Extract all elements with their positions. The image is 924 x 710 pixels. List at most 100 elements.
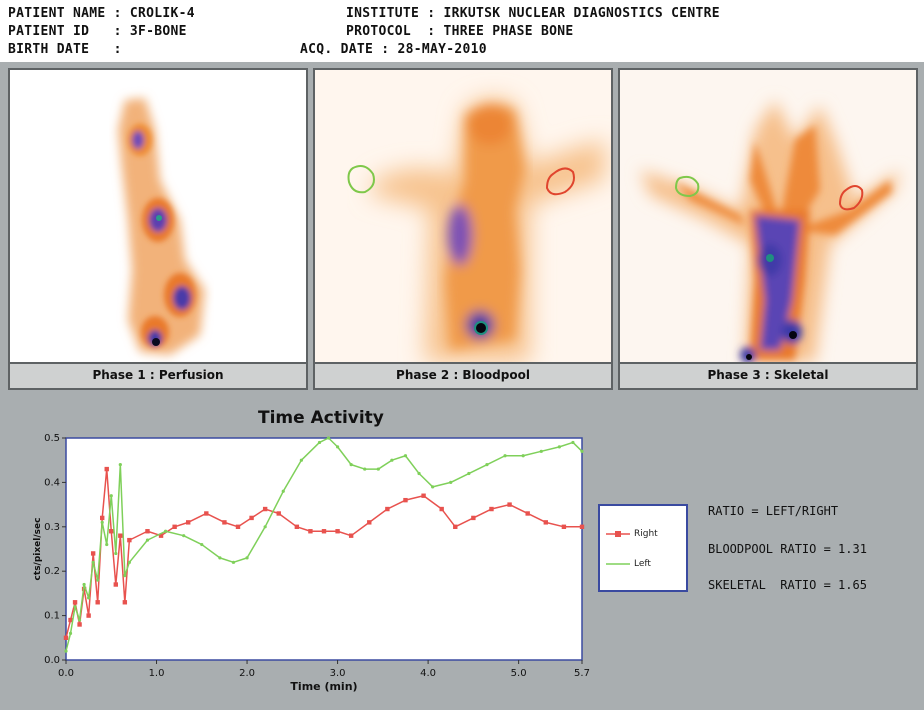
phase-1-panel: Phase 1 : Perfusion [8, 68, 308, 390]
data-point-left [64, 649, 68, 653]
x-tick-label: 2.0 [239, 668, 255, 679]
birth-date: BIRTH DATE : [8, 42, 122, 57]
data-point-left [218, 556, 222, 560]
legend-label-left: Left [634, 559, 651, 569]
legend-swatch-left [606, 563, 630, 565]
data-point-right [222, 520, 227, 525]
data-point-left [557, 445, 561, 449]
data-point-left [363, 467, 367, 471]
data-point-right [276, 511, 281, 516]
phase-2-scan-image [315, 70, 611, 362]
data-point-right [127, 537, 132, 543]
data-point-left [91, 560, 95, 564]
x-axis-label: Time (min) [290, 680, 357, 693]
phase-1-scan-image [10, 70, 306, 362]
data-point-left [82, 582, 86, 587]
data-point-right [262, 506, 268, 512]
y-tick-label: 0.4 [44, 477, 60, 488]
ratio-definition: RATIO = LEFT/RIGHT [708, 504, 839, 518]
data-point-left [263, 525, 267, 529]
data-point-left [96, 578, 100, 582]
data-point-left [145, 538, 150, 542]
x-tick-label: 5.7 [574, 668, 590, 679]
y-tick-label: 0.2 [44, 566, 60, 577]
data-point-right [579, 524, 585, 529]
x-tick-label: 3.0 [330, 668, 346, 679]
data-point-left [485, 463, 489, 467]
data-point-right [367, 520, 372, 525]
data-point-left [68, 631, 73, 635]
data-point-left [77, 618, 82, 622]
y-tick-label: 0.1 [44, 611, 60, 622]
series-line-left [65, 437, 583, 652]
data-point-right [294, 524, 300, 529]
data-point-left [231, 560, 236, 564]
data-point-left [521, 454, 525, 458]
data-point-right [348, 533, 354, 538]
data-point-left [200, 542, 204, 547]
data-point-right [403, 497, 408, 503]
data-point-right [145, 529, 150, 534]
data-point-left [245, 556, 249, 560]
data-point-right [122, 600, 128, 605]
data-point-left [403, 454, 408, 458]
phase-1-label: Phase 1 : Perfusion [10, 362, 306, 388]
data-point-left [580, 449, 584, 453]
data-point-left [182, 534, 186, 538]
bloodpool-ratio: BLOODPOOL RATIO = 1.31 [708, 542, 867, 556]
data-point-right [335, 529, 340, 534]
skeletal-ratio: SKELETAL RATIO = 1.65 [708, 578, 867, 592]
data-point-left [449, 480, 453, 484]
data-point-right [113, 582, 118, 587]
data-point-right [186, 520, 191, 525]
x-tick-label: 0.0 [58, 668, 74, 679]
data-point-right [421, 493, 426, 498]
data-point-right [118, 533, 123, 538]
chart-legend: Right Left [598, 504, 688, 592]
data-point-right [453, 524, 458, 529]
data-point-right [561, 524, 567, 529]
data-point-right [321, 529, 327, 534]
data-point-right [72, 600, 78, 605]
y-tick-label: 0.5 [44, 433, 60, 444]
data-point-right [439, 506, 444, 512]
data-point-right [204, 511, 209, 516]
data-point-right [543, 520, 548, 525]
data-point-left [376, 467, 380, 471]
x-tick-label: 1.0 [149, 668, 165, 679]
data-point-left [326, 436, 331, 440]
data-point-left [123, 574, 127, 578]
data-point-right [308, 529, 313, 534]
patient-header: PATIENT NAME : CROLIK-4 PATIENT ID : 3F-… [0, 0, 924, 62]
data-point-left [467, 471, 471, 476]
data-point-left [87, 596, 91, 600]
data-point-left [118, 463, 122, 467]
data-point-right [68, 617, 73, 623]
protocol: PROTOCOL : THREE PHASE BONE [346, 24, 574, 39]
data-point-left [317, 440, 322, 445]
legend-label-right: Right [634, 529, 658, 539]
data-point-right [63, 635, 69, 640]
data-point-left [114, 551, 118, 556]
phase-2-label: Phase 2 : Bloodpool [315, 362, 611, 388]
patient-id: PATIENT ID : 3F-BONE [8, 24, 187, 39]
data-point-left [105, 542, 109, 547]
data-point-right [86, 613, 91, 618]
plot-area [65, 437, 583, 661]
data-point-left [299, 458, 303, 462]
data-point-right [90, 551, 96, 556]
data-point-right [471, 515, 476, 521]
data-point-left [349, 463, 353, 467]
data-point-left [163, 529, 168, 533]
data-point-left [390, 458, 394, 462]
data-point-left [127, 560, 131, 564]
phase-3-label: Phase 3 : Skeletal [620, 362, 916, 388]
y-tick-label: 0.0 [44, 655, 60, 666]
data-point-right [172, 524, 177, 529]
patient-name: PATIENT NAME : CROLIK-4 [8, 6, 195, 21]
data-point-left [431, 485, 435, 489]
data-point-left [109, 494, 113, 498]
acquisition-date: ACQ. DATE : 28-MAY-2010 [300, 42, 487, 57]
phase-2-panel: Phase 2 : Bloodpool [313, 68, 613, 390]
data-point-right [104, 466, 109, 472]
